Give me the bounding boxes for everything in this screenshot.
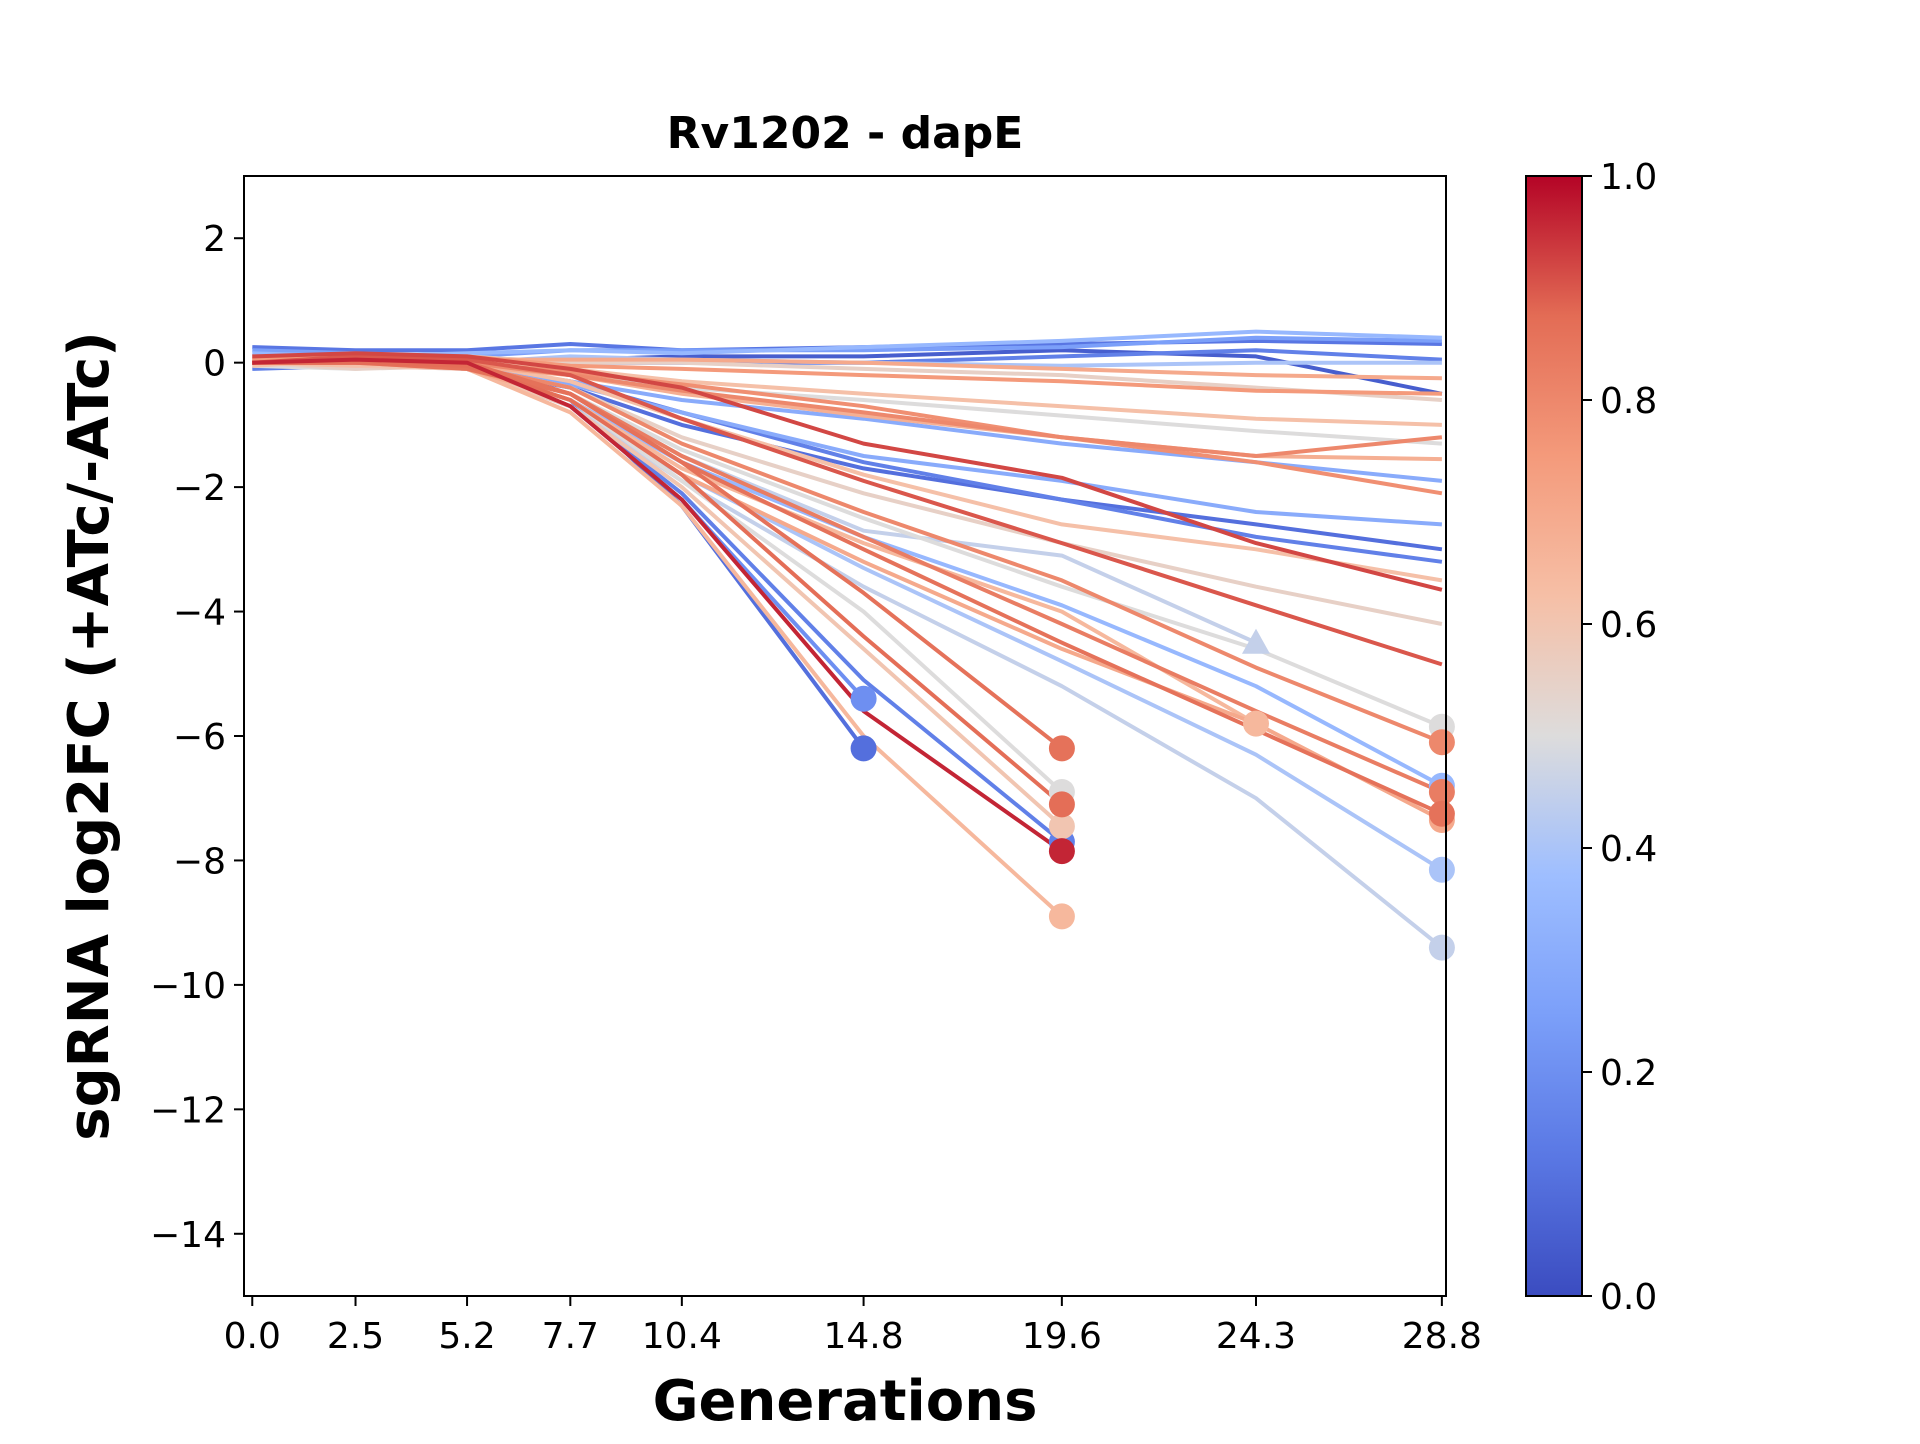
y-tick-label: 0 — [203, 344, 226, 385]
series-line — [252, 360, 1064, 806]
y-tick-label: −4 — [173, 593, 226, 634]
triangle-marker — [1242, 628, 1270, 654]
y-tick-label: −8 — [173, 841, 226, 882]
x-tick-label: 7.7 — [542, 1316, 599, 1357]
endpoint-marker — [1048, 735, 1075, 762]
colorbar-tick-label: 1.0 — [1600, 157, 1657, 198]
y-tick-label: 2 — [203, 219, 226, 260]
x-tick-label: 5.2 — [438, 1316, 495, 1357]
x-axis-label: Generations — [653, 1369, 1038, 1434]
endpoint-marker — [1243, 710, 1269, 737]
y-tick-label: −14 — [150, 1215, 226, 1256]
x-axis: 0.0 2.5 5.2 7.7 10.4 14.8 19.6 24.3 28.8 — [224, 1296, 1482, 1357]
x-tick-label: 0.0 — [224, 1316, 281, 1357]
endpoint-marker — [1048, 813, 1075, 840]
chart-title: Rv1202 - dapE — [667, 108, 1024, 159]
colorbar-tick-label: 0.8 — [1600, 381, 1657, 422]
series-line — [252, 329, 1442, 359]
series-group — [252, 329, 1444, 950]
endpoint-marker — [850, 735, 877, 762]
series-line — [252, 360, 866, 701]
colorbar-tick-label: 0.4 — [1600, 829, 1657, 870]
colorbar — [1525, 175, 1583, 1297]
series-line — [252, 360, 1257, 726]
colorbar-tick-label: 0.6 — [1600, 605, 1657, 646]
series-line — [252, 351, 1443, 592]
endpoint-marker — [1048, 791, 1075, 818]
y-tick-label: −2 — [173, 468, 226, 509]
x-tick-label: 19.6 — [1022, 1316, 1102, 1357]
y-tick-label: −10 — [150, 966, 226, 1007]
endpoint-marker — [1428, 779, 1455, 805]
endpoint-marker — [1428, 856, 1455, 883]
series-line — [252, 360, 1443, 626]
y-tick-label: −12 — [150, 1090, 226, 1131]
endpoint-marker — [1048, 903, 1075, 930]
x-tick-label: 10.4 — [642, 1316, 722, 1357]
y-tick-label: −6 — [173, 717, 226, 758]
endpoint-marker — [1428, 934, 1455, 961]
x-tick-label: 2.5 — [327, 1316, 384, 1357]
colorbar-tick-label: 0.0 — [1600, 1277, 1657, 1318]
y-axis-label: sgRNA log2FC (+ATc/-ATc) — [57, 331, 122, 1141]
series-line — [252, 354, 1443, 667]
x-tick-label: 14.8 — [824, 1316, 904, 1357]
endpoint-marker — [850, 685, 877, 712]
colorbar-axis: 0.0 0.2 0.4 0.6 0.8 1.0 — [1582, 157, 1657, 1318]
colorbar-tick-label: 0.2 — [1600, 1053, 1657, 1094]
endpoint-marker — [1428, 729, 1455, 756]
x-tick-label: 28.8 — [1402, 1316, 1482, 1357]
y-axis: 2 0 −2 −4 −6 −8 −10 −12 −14 — [150, 219, 244, 1256]
x-tick-label: 24.3 — [1216, 1316, 1296, 1357]
endpoint-marker — [1048, 838, 1075, 865]
marker-group — [850, 628, 1455, 961]
endpoint-marker — [1428, 800, 1455, 827]
